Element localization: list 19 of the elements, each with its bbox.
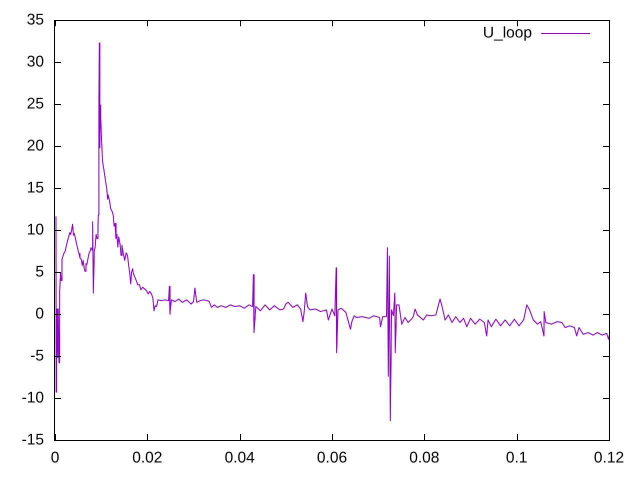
x-tick-label: 0.12: [594, 450, 624, 467]
y-tick-label: 5: [35, 263, 44, 280]
x-tick-label: 0.1: [506, 450, 528, 467]
y-tick-label: 35: [26, 12, 44, 29]
y-tick-label: -5: [30, 347, 44, 364]
y-tick-label: -15: [22, 431, 44, 448]
x-tick-label: 0.04: [224, 450, 256, 467]
x-tick-label: 0.02: [132, 450, 162, 467]
y-tick-label: 15: [26, 179, 44, 196]
y-tick-label: -10: [22, 389, 44, 406]
x-tick-label: 0: [50, 450, 60, 467]
x-tick-label: 0.06: [316, 450, 348, 467]
y-tick-label: 20: [26, 137, 44, 154]
x-tick-label: 0.08: [409, 450, 440, 467]
y-tick-label: 10: [26, 221, 44, 238]
y-tick-label: 30: [26, 54, 44, 71]
legend-label: U_loop: [482, 24, 532, 42]
y-tick-label: 0: [35, 305, 44, 322]
y-tick-label: 25: [26, 96, 44, 113]
